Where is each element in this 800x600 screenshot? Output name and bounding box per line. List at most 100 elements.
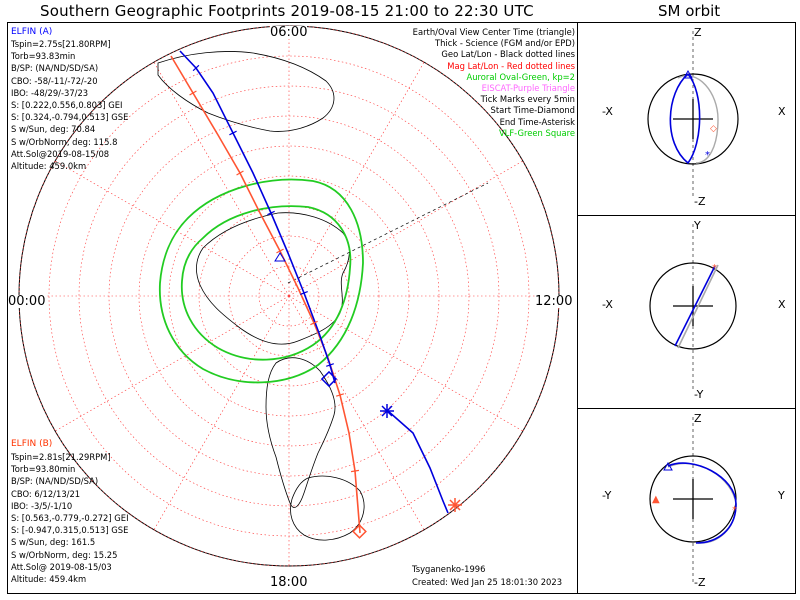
sm2-right-label: X	[778, 298, 786, 311]
page-title: Southern Geographic Footprints 2019-08-1…	[40, 2, 534, 20]
elfin-b-tick	[310, 320, 318, 326]
sm3-left-label: -Y	[602, 489, 612, 502]
mag-lon-line	[288, 160, 523, 297]
elfin-a-end-asterisk	[380, 404, 394, 418]
sm1-right-label: X	[778, 105, 786, 118]
created-label: Created: Wed Jan 25 18:01:30 2023	[412, 577, 563, 587]
sm-orbit-title: SM orbit	[658, 2, 721, 20]
svg-text:◇: ◇	[710, 124, 717, 134]
elfin-b-lines-line: Tspin=2.81s[21.29RPM]	[11, 452, 111, 462]
elfin-b-lines-line: CBO: 6/12/13/21	[11, 488, 81, 499]
elfin-a-view-triangle	[274, 252, 286, 262]
sm-plot-xz: ◇ *	[647, 31, 739, 198]
elfin-a-start-diamond	[320, 370, 338, 388]
elfin-b-name: ELFIN (B)	[11, 439, 53, 449]
clock-label-top: 06:00	[270, 25, 308, 40]
mag-lon-line	[288, 62, 425, 297]
auroral-oval-inner	[180, 205, 352, 361]
mag-lat-ring	[78, 85, 500, 507]
sm3-right-label: Y	[778, 489, 785, 502]
elfin-b-lines-line: Torb=93.80min	[11, 464, 76, 475]
mag-lon-line	[153, 295, 290, 530]
elfin-a-lines-line: S w/OrbNorm, deg: 115.8	[11, 136, 118, 147]
mag-lon-line	[288, 295, 523, 432]
elfin-a-lines-line: CBO: -58/-11/-72/-20	[11, 75, 98, 86]
sm2-left-label: -X	[602, 298, 613, 311]
mag-lon-line	[55, 160, 290, 297]
legend-item: Geo Lat/Lon - Black dotted lines	[441, 49, 575, 60]
legend-item: Earth/Oval View Center Time (triangle)	[412, 27, 575, 37]
sm-panel-xy: * Y -Y -X X	[577, 215, 796, 409]
legend-item: Auroral Oval-Green, kp=2	[466, 71, 575, 82]
elfin-b-tick	[189, 90, 197, 96]
sm-panel-yz: ▲ * Z -Z -Y Y	[577, 408, 796, 594]
legend-item: EISCAT-Purple Triangle	[481, 83, 575, 93]
mag-lon-line	[55, 295, 290, 432]
footprint-map	[18, 25, 560, 567]
sm1-top-label: Z	[694, 26, 702, 39]
elfin-a-lines-line: S: [0.222,0.556,0.803] GEI	[11, 100, 123, 110]
legend-item: End Time-Asterisk	[499, 116, 575, 127]
sm1-left-label: -X	[602, 105, 613, 118]
clock-label-right: 12:00	[535, 294, 573, 309]
elfin-a-lines-line: Torb=93.83min	[11, 51, 76, 62]
elfin-a-tick	[300, 290, 308, 296]
sm1-bottom-label: -Z	[694, 195, 706, 208]
elfin-a-lines-line: IBO: -48/29/-37/23	[11, 87, 89, 98]
sm3-top-label: Z	[694, 412, 702, 425]
sm-xy-orbit-b	[677, 264, 719, 349]
elfin-a-name: ELFIN (A)	[11, 27, 53, 37]
clock-label-bottom: 18:00	[270, 575, 308, 590]
elfin-b-tick	[350, 469, 360, 473]
svg-text:*: *	[712, 263, 717, 274]
elfin-a-track	[179, 50, 336, 384]
legend-item: VLF-Green Square	[498, 127, 575, 138]
sm-plot-xy: *	[649, 224, 737, 391]
elfin-a-tick	[326, 363, 334, 367]
elfin-a-lines-line: Att.Sol@2019-08-15/08	[11, 148, 110, 159]
elfin-b-lines-line: Att.Sol@ 2019-08-15/03	[11, 561, 112, 572]
sm-xz-orbit-b	[677, 75, 719, 164]
legend-item: Tick Marks every 5min	[480, 94, 575, 105]
sm3-bottom-label: -Z	[694, 576, 706, 589]
legend-item: Thick - Science (FGM and/or EPD)	[434, 38, 575, 49]
elfin-a-tick	[267, 210, 275, 216]
elfin-a-lines-line: Tspin=2.75s[21.80RPM]	[11, 39, 111, 49]
elfin-a-tick	[192, 64, 200, 72]
svg-text:*: *	[732, 505, 737, 516]
elfin-b-start-diamond	[352, 524, 367, 539]
elfin-b-lines-line: IBO: -3/5/-1/10	[11, 500, 73, 511]
south-america-coastline	[265, 357, 336, 508]
elfin-a-tick	[229, 130, 237, 136]
elfin-b-end-asterisk	[448, 498, 462, 512]
antarctica-coastline	[196, 212, 350, 345]
mag-lat-ring	[138, 145, 440, 447]
elfin-b-track	[170, 55, 361, 534]
elfin-b-lines-line: S: [0.563,-0.779,-0.272] GEI	[11, 513, 129, 523]
elfin-b-lines-line: S w/Sun, deg: 161.5	[11, 537, 96, 548]
sm-yz-orbit-a	[667, 462, 737, 544]
sm-panel-xz: ◇ * Z -Z -X X	[577, 22, 796, 216]
auroral-oval-outer	[158, 178, 364, 384]
elfin-a-lines-line: S: [0.324,-0.794,0.513] GSE	[11, 112, 129, 123]
elfin-a-track-segment2	[387, 410, 449, 514]
view-center-line	[287, 182, 489, 284]
mag-lat-ring	[258, 265, 320, 327]
elfin-b-lines-line: Altitude: 459.4km	[11, 574, 87, 584]
elfin-b-tick	[236, 170, 244, 176]
sm-xy-orbit-a	[674, 265, 716, 347]
elfin-a-lines-line: S w/Sun, deg: 70.84	[11, 124, 96, 135]
svg-text:▲: ▲	[652, 494, 660, 505]
mag-lon-line	[288, 295, 425, 530]
elfin-a-lines-line: Altitude: 459.0km	[11, 161, 87, 171]
clock-label-left: 00:00	[8, 294, 46, 309]
legend-item: Mag Lat/Lon - Red dotted lines	[447, 60, 575, 71]
mag-lon-line	[153, 62, 290, 297]
model-label: Tsyganenko-1996	[412, 564, 486, 574]
elfin-a-lines-line: B/SP: (NA/ND/SD/SA)	[11, 63, 99, 74]
footprint-map-panel: 06:00 00:00 12:00 18:00 ELFIN (A) Tspin=…	[7, 22, 578, 594]
sm-xz-orbit-a	[669, 73, 701, 165]
sm-plot-yz: ▲ *	[649, 417, 737, 584]
australia-coastline	[290, 475, 365, 541]
svg-text:*: *	[705, 150, 710, 161]
